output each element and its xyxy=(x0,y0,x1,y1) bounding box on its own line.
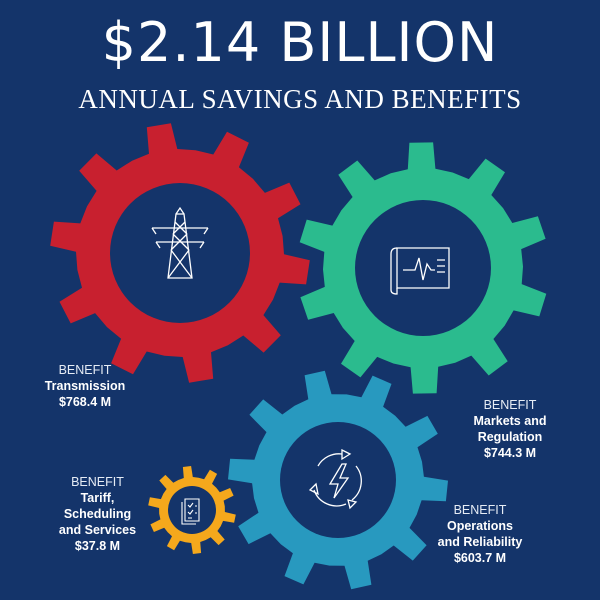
benefit-name: Transmission xyxy=(44,379,126,393)
transmission-tower-icon xyxy=(151,206,209,279)
benefit-value: $37.8 M xyxy=(74,539,121,553)
benefit-kicker: BENEFIT xyxy=(483,398,537,412)
benefit-value: $744.3 M xyxy=(483,446,537,460)
benefit-name: Regulation xyxy=(477,430,543,444)
market-chart-icon xyxy=(390,247,450,295)
benefit-name: Operations xyxy=(447,519,513,533)
gear-hole xyxy=(355,200,491,336)
headline-subtitle: ANNUAL SAVINGS AND BENEFITS xyxy=(78,84,522,114)
benefit-value: $768.4 M xyxy=(58,395,112,409)
gear-hole xyxy=(280,422,396,538)
document-checklist-icon xyxy=(181,498,200,525)
markets-gear xyxy=(299,142,547,394)
transmission-gear xyxy=(50,123,310,383)
headline-total: $2.14 BILLION xyxy=(101,11,499,74)
gear-hole xyxy=(168,486,216,534)
benefit-operations-label: BENEFIT Operations and Reliability $603.… xyxy=(420,502,540,566)
benefit-kicker: BENEFIT xyxy=(58,363,112,377)
benefit-name: and Services xyxy=(58,523,137,537)
benefit-transmission-label: BENEFIT Transmission $768.4 M xyxy=(30,362,140,410)
benefit-kicker: BENEFIT xyxy=(71,475,124,489)
benefit-name: Markets and xyxy=(473,414,547,428)
benefit-name: and Reliability xyxy=(437,535,523,549)
benefit-tariff-label: BENEFIT Tariff, Scheduling and Services … xyxy=(45,474,150,554)
benefit-kicker: BENEFIT xyxy=(453,503,507,517)
operations-gear xyxy=(228,370,448,590)
benefit-name: Scheduling xyxy=(63,507,132,521)
gear-hole xyxy=(110,183,250,323)
tariff-gear xyxy=(148,466,236,554)
power-cycle-icon xyxy=(308,448,362,510)
benefit-markets-label: BENEFIT Markets and Regulation $744.3 M xyxy=(455,397,565,461)
benefit-name: Tariff, xyxy=(80,491,115,505)
benefit-value: $603.7 M xyxy=(453,551,507,565)
